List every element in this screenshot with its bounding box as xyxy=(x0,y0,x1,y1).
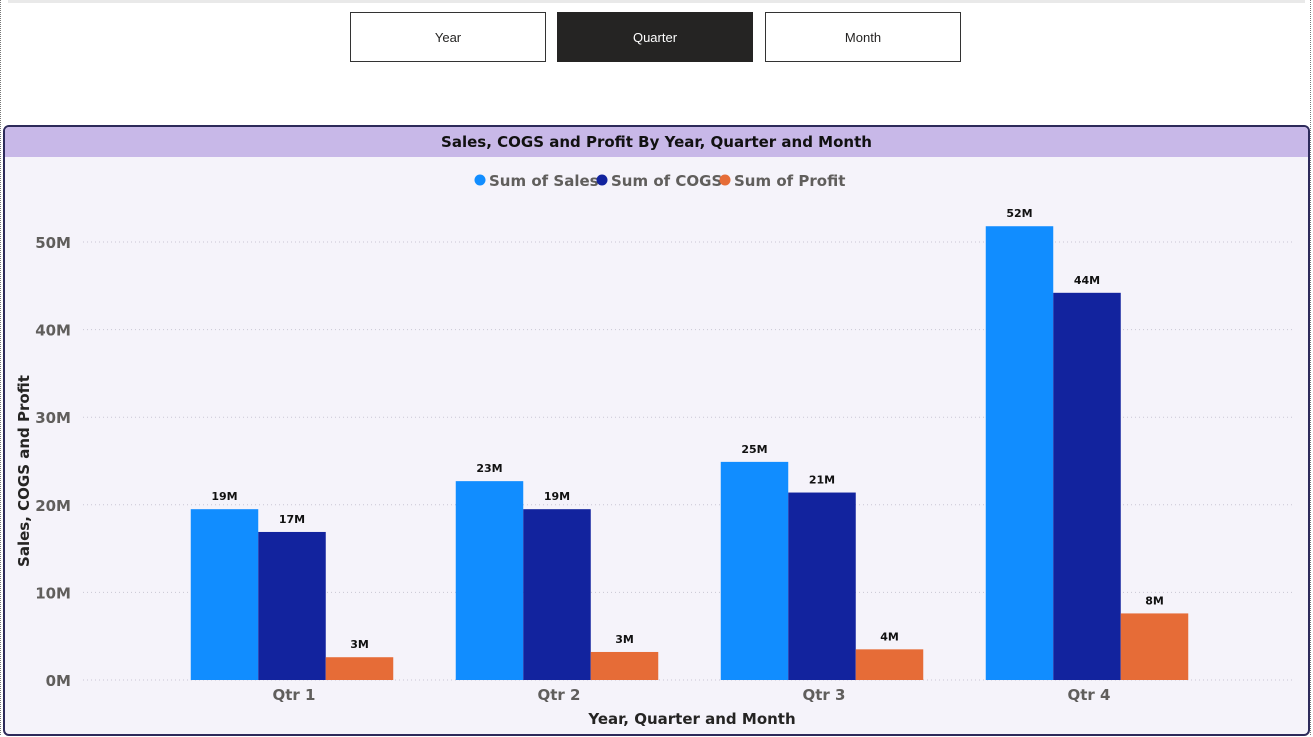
y-tick-label: 50M xyxy=(35,234,71,252)
bar-profit xyxy=(855,649,924,680)
bar-sales xyxy=(985,226,1054,680)
month-toggle-button[interactable]: Month xyxy=(765,12,961,62)
bar-profit xyxy=(590,651,659,680)
data-label: 25M xyxy=(741,443,767,456)
y-tick-label: 30M xyxy=(35,409,71,427)
bar-chart: 0M 10M 20M 30M 40M 50M Sales, COGS and Profit 1… xyxy=(15,172,1295,728)
bar-cogs xyxy=(258,531,326,680)
x-tick-label: Qtr 4 xyxy=(1068,686,1111,704)
data-label: 8M xyxy=(1145,594,1164,607)
y-axis-title: Sales, COGS and Profit xyxy=(15,375,33,567)
bar-profit xyxy=(325,657,394,680)
legend-label: Sum of Profit xyxy=(734,172,845,190)
x-tick-label: Qtr 2 xyxy=(538,686,581,704)
x-axis-title: Year, Quarter and Month xyxy=(587,710,795,728)
bar-sales xyxy=(455,481,524,680)
legend-marker xyxy=(596,174,608,186)
data-label: 21M xyxy=(809,474,835,487)
chart-title: Sales, COGS and Profit By Year, Quarter … xyxy=(5,127,1308,157)
data-label: 23M xyxy=(476,462,502,475)
data-label: 17M xyxy=(279,513,305,526)
data-label: 52M xyxy=(1006,207,1032,220)
legend-marker xyxy=(474,174,486,186)
data-label: 3M xyxy=(350,638,369,651)
y-tick-label: 40M xyxy=(35,322,71,340)
data-label: 44M xyxy=(1074,274,1100,287)
year-toggle-button[interactable]: Year xyxy=(350,12,546,62)
legend-label: Sum of COGS xyxy=(611,172,722,190)
data-label: 19M xyxy=(211,490,237,503)
y-tick-label: 0M xyxy=(46,672,71,690)
x-tick-label: Qtr 3 xyxy=(803,686,846,704)
bar-cogs xyxy=(1053,292,1121,680)
y-tick-label: 20M xyxy=(35,497,71,515)
bar-profit xyxy=(1120,613,1189,680)
data-label: 4M xyxy=(880,630,899,643)
bar-sales xyxy=(190,509,259,680)
bar-cogs xyxy=(788,492,856,680)
quarter-toggle-button[interactable]: Quarter xyxy=(557,12,753,62)
x-tick-label: Qtr 1 xyxy=(273,686,316,704)
legend-marker xyxy=(719,174,731,186)
data-label: 19M xyxy=(544,490,570,503)
bar-sales xyxy=(720,461,789,680)
chart-visual: Sales, COGS and Profit By Year, Quarter … xyxy=(3,125,1310,736)
y-tick-label: 10M xyxy=(35,584,71,602)
data-label: 3M xyxy=(615,633,634,646)
bar-cogs xyxy=(523,509,591,680)
legend-label: Sum of Sales xyxy=(489,172,599,190)
top-strip xyxy=(8,0,1305,3)
